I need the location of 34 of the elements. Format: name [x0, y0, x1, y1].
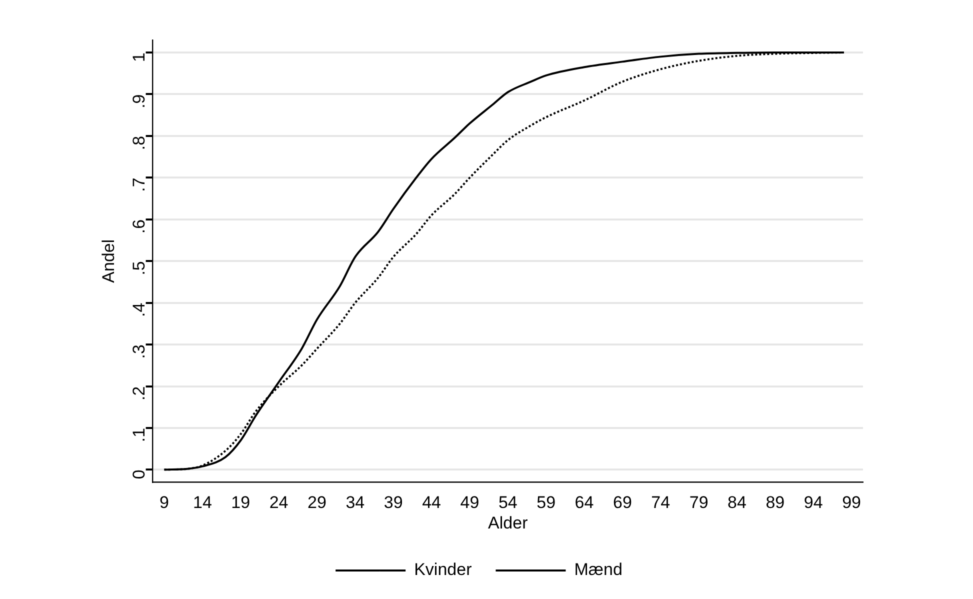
y-tick-label: 0 [129, 470, 148, 480]
x-tick-label: 64 [574, 493, 594, 512]
legend-label: Mænd [574, 560, 622, 580]
y-tick-label: .1 [129, 428, 148, 442]
x-tick-label: 99 [842, 493, 862, 512]
x-tick-label: 89 [766, 493, 785, 512]
x-tick-label: 39 [384, 493, 403, 512]
x-tick-label: 84 [728, 493, 746, 512]
x-tick-label: 49 [460, 493, 480, 512]
y-tick-label: .2 [129, 386, 148, 400]
y-tick-label: .9 [129, 94, 148, 108]
x-tick-label: 34 [346, 493, 365, 512]
x-tick-label: 44 [422, 493, 441, 512]
y-tick-label: .4 [129, 302, 148, 318]
y-tick-label: .7 [129, 178, 148, 192]
y-tick-label: .6 [129, 219, 148, 234]
x-tick-label: 19 [231, 493, 250, 512]
x-tick-label: 74 [651, 493, 670, 512]
x-tick-label: 24 [269, 493, 288, 512]
x-tick-label: 54 [498, 493, 518, 512]
y-tick-label: .5 [129, 261, 148, 276]
x-tick-label: 79 [689, 493, 708, 512]
x-tick-label: 14 [192, 493, 212, 512]
legend-label: Kvinder [414, 560, 472, 580]
x-tick-label: 29 [308, 493, 326, 512]
x-tick-label: 69 [612, 493, 632, 512]
x-axis-title: Alder [488, 513, 528, 532]
y-axis-title: Andel [98, 239, 118, 283]
x-tick-label: 94 [804, 493, 823, 512]
y-tick-label: .8 [129, 136, 148, 150]
y-tick-label: 1 [129, 52, 148, 62]
x-tick-label: 9 [160, 493, 169, 512]
y-tick-label: .3 [129, 344, 148, 359]
x-tick-label: 59 [536, 493, 556, 512]
